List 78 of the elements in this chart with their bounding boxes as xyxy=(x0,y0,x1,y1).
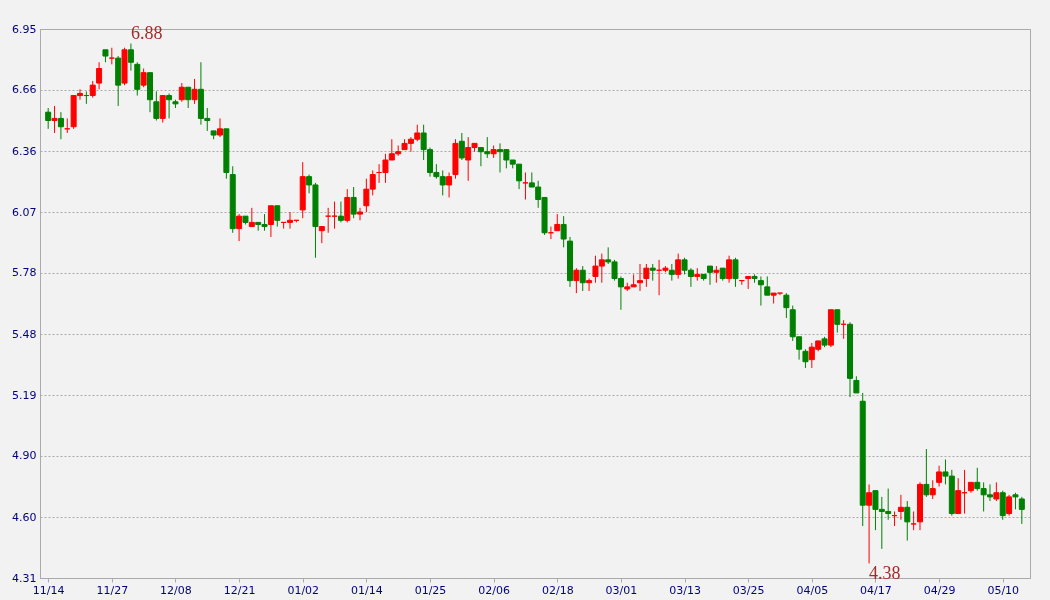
candlestick xyxy=(783,292,790,319)
x-tick-label: 01/14 xyxy=(351,583,383,597)
y-tick-label: 6.36 xyxy=(12,144,37,158)
candlestick xyxy=(337,201,344,223)
candlestick xyxy=(57,111,64,140)
candlestick xyxy=(248,207,255,228)
candlestick xyxy=(802,348,809,369)
x-tick-label: 03/01 xyxy=(605,583,638,597)
candlestick xyxy=(350,186,357,219)
candlestick xyxy=(140,68,147,88)
annotation: 4.38 xyxy=(869,563,901,584)
x-tick-label: 12/21 xyxy=(223,583,256,597)
candlestick xyxy=(675,253,682,280)
candlestick xyxy=(274,205,281,228)
x-tick-label: 01/25 xyxy=(414,583,447,597)
x-tick-label: 12/08 xyxy=(160,583,192,597)
candlestick xyxy=(923,448,930,498)
candlestick xyxy=(357,207,363,221)
x-tick-label: 11/27 xyxy=(96,583,129,597)
candlestick xyxy=(904,500,911,542)
y-tick-label: 5.78 xyxy=(12,266,37,280)
candlestick xyxy=(560,215,567,248)
candlestick xyxy=(1006,494,1013,517)
candlestick xyxy=(866,483,873,564)
candlestick xyxy=(217,117,223,138)
candlestick xyxy=(185,86,192,109)
candlestick xyxy=(127,43,134,72)
candlestick xyxy=(910,510,917,531)
candlestick xyxy=(993,481,1000,502)
candlestick xyxy=(573,267,580,294)
annotation: 6.88 xyxy=(130,22,163,43)
y-tick-label: 5.48 xyxy=(12,327,37,341)
y-tick-label: 5.19 xyxy=(12,388,37,402)
candlestick xyxy=(586,278,593,292)
candlestick xyxy=(446,171,453,198)
candlestick xyxy=(153,90,160,121)
x-tick-label: 04/17 xyxy=(860,583,892,597)
candlestick xyxy=(159,95,166,124)
candlestick xyxy=(236,213,243,242)
x-tick-label: 02/06 xyxy=(478,583,510,597)
candlestick xyxy=(726,255,733,284)
candlestick xyxy=(178,82,185,103)
candlestick xyxy=(96,61,103,90)
y-tick-label: 4.60 xyxy=(12,510,37,524)
candlestick xyxy=(51,105,58,134)
candlestick xyxy=(897,494,904,521)
candlestick xyxy=(757,275,764,307)
candlestick xyxy=(732,257,739,288)
y-tick-label: 6.07 xyxy=(12,205,37,219)
candlestick xyxy=(929,479,936,500)
y-tick-label: 4.90 xyxy=(12,449,37,463)
candlestick xyxy=(267,205,274,238)
candlestick xyxy=(45,107,52,130)
candlestick xyxy=(522,171,529,201)
y-tick-label: 6.66 xyxy=(12,83,37,97)
y-tick-label: 6.95 xyxy=(12,22,37,36)
candlestick xyxy=(579,265,586,292)
candlestick xyxy=(458,132,465,161)
candlestick xyxy=(1018,496,1025,525)
x-tick-label: 11/14 xyxy=(32,583,65,597)
candlestick xyxy=(936,465,943,487)
x-tick-label: 05/10 xyxy=(987,583,1020,597)
candlestick xyxy=(344,188,351,223)
candlestick xyxy=(643,263,650,288)
x-tick-label: 03/13 xyxy=(669,583,701,597)
y-tick-label: 4.31 xyxy=(12,571,37,585)
x-tick-label: 01/02 xyxy=(287,583,320,597)
candlestick xyxy=(707,265,713,286)
candlestick xyxy=(191,78,198,105)
x-tick-label: 04/05 xyxy=(796,583,829,597)
candlestick xyxy=(999,490,1006,521)
x-tick-label: 03/25 xyxy=(732,583,765,597)
candlestick xyxy=(834,309,841,334)
x-tick-label: 02/18 xyxy=(541,583,574,597)
candlestick xyxy=(637,263,643,292)
x-tick-label: 04/29 xyxy=(923,583,956,597)
candlestick xyxy=(764,275,771,296)
candlestick xyxy=(166,92,173,119)
